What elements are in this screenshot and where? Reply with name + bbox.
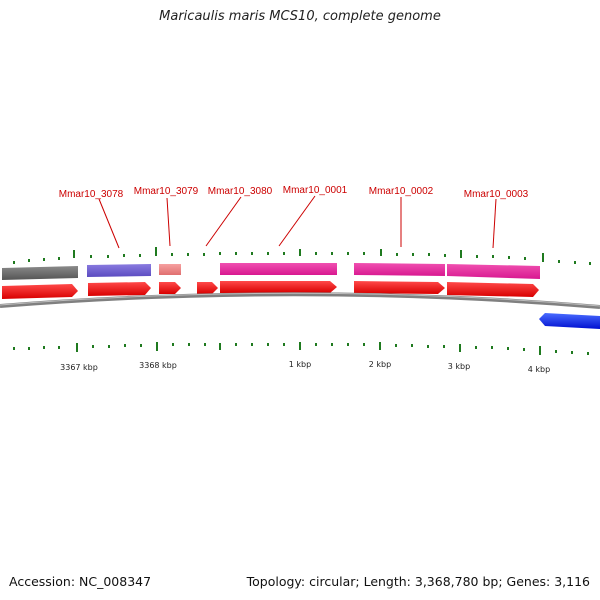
feature-bar-salmon[interactable] xyxy=(159,264,181,275)
scale-label-1kbp: 1 kbp xyxy=(289,360,311,369)
cds-arrow-3080[interactable] xyxy=(197,282,218,294)
gene-label-mmar10-3078[interactable]: Mmar10_3078 xyxy=(59,189,124,200)
feature-bar-pink-0002[interactable] xyxy=(354,263,445,276)
gene-label-leaders xyxy=(98,195,497,249)
gene-labels: Mmar10_3078 Mmar10_3079 Mmar10_3080 Mmar… xyxy=(59,185,529,200)
upper-tick-row xyxy=(13,247,591,265)
accession-text: Accession: NC_008347 xyxy=(9,574,152,589)
cds-arrow-3078[interactable] xyxy=(2,284,78,299)
feature-bar-pink-0003[interactable] xyxy=(447,264,540,279)
backbone-highlight xyxy=(0,292,600,307)
scale-label-2kbp: 2 kbp xyxy=(369,360,391,369)
feature-bar-pink-0001[interactable] xyxy=(220,263,337,275)
scale-label-3kbp: 3 kbp xyxy=(448,362,470,371)
cds-track xyxy=(2,281,539,299)
gene-label-mmar10-0001[interactable]: Mmar10_0001 xyxy=(283,185,348,196)
feature-bar-purple[interactable] xyxy=(87,264,151,277)
feature-track xyxy=(2,263,540,280)
scale-label-4kbp: 4 kbp xyxy=(528,365,550,374)
cds-arrow-0003[interactable] xyxy=(447,282,539,297)
genome-title: Maricaulis maris MCS10, complete genome xyxy=(159,9,441,24)
gene-label-mmar10-0003[interactable]: Mmar10_0003 xyxy=(464,189,529,200)
scale-labels: 3367 kbp 3368 kbp 1 kbp 2 kbp 3 kbp 4 kb… xyxy=(60,360,550,374)
cds-arrow-reverse[interactable] xyxy=(539,313,600,329)
cds-arrow-3079-a[interactable] xyxy=(88,282,151,296)
gene-label-mmar10-0002[interactable]: Mmar10_0002 xyxy=(369,186,434,197)
gene-label-mmar10-3080[interactable]: Mmar10_3080 xyxy=(208,186,273,197)
cds-arrow-0001[interactable] xyxy=(220,281,337,293)
feature-bar-gray[interactable] xyxy=(2,266,78,280)
scale-label-3367kbp: 3367 kbp xyxy=(60,363,98,372)
scale-label-3368kbp: 3368 kbp xyxy=(139,361,177,370)
gene-label-mmar10-3079[interactable]: Mmar10_3079 xyxy=(134,186,199,197)
genome-summary-text: Topology: circular; Length: 3,368,780 bp… xyxy=(246,574,590,589)
genome-backbone xyxy=(0,292,600,309)
cds-arrow-0002[interactable] xyxy=(354,281,445,294)
cds-arrow-3079-b[interactable] xyxy=(159,282,181,294)
lower-tick-row xyxy=(13,342,589,355)
